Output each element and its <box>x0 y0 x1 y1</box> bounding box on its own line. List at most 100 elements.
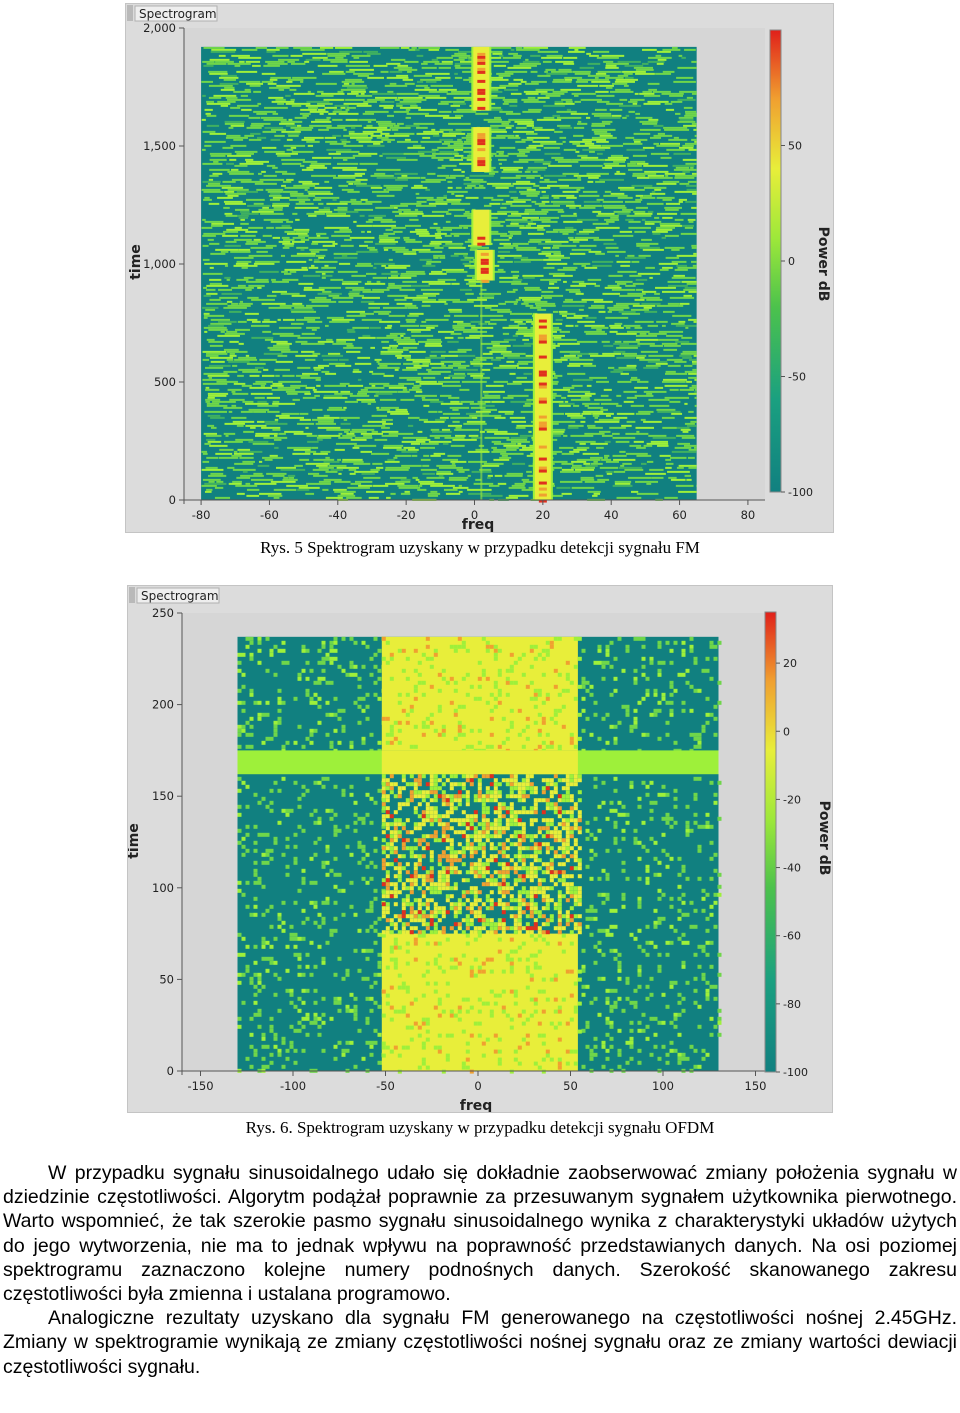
noise-cell <box>417 488 427 491</box>
noise-cell <box>491 440 501 443</box>
noise-cell <box>293 944 298 949</box>
noise-cell <box>585 680 590 685</box>
band-cell <box>461 953 466 958</box>
band-cell <box>425 1017 430 1022</box>
noise-cell <box>599 116 621 119</box>
noise-cell <box>436 464 456 467</box>
noise-cell <box>416 200 427 203</box>
burst-cell <box>429 790 434 795</box>
noise-cell <box>451 462 456 465</box>
noise-cell <box>678 304 684 307</box>
noise-cell <box>297 672 302 677</box>
noise-cell <box>204 442 211 445</box>
band-cell <box>493 1001 498 1006</box>
noise-cell <box>422 362 430 365</box>
noise-cell <box>279 334 301 337</box>
noise-cell <box>636 244 650 247</box>
noise-cell <box>448 130 462 133</box>
band-cell <box>453 736 458 741</box>
noise-cell <box>325 456 330 459</box>
noise-cell <box>400 46 410 49</box>
noise-cell <box>341 888 346 893</box>
noise-cell <box>240 180 264 183</box>
noise-cell <box>609 330 618 333</box>
noise-cell <box>259 178 285 181</box>
noise-cell <box>630 404 644 407</box>
noise-cell <box>293 448 311 451</box>
noise-cell <box>246 240 266 243</box>
band-cell <box>381 989 386 994</box>
noise-cell <box>628 100 638 103</box>
noise-cell <box>246 82 264 85</box>
noise-cell <box>353 1012 358 1017</box>
noise-cell <box>617 848 622 853</box>
noise-cell <box>385 228 393 231</box>
noise-cell <box>589 1048 594 1053</box>
noise-cell <box>649 276 653 279</box>
noise-cell <box>517 328 540 331</box>
noise-cell <box>452 376 465 379</box>
noise-cell <box>329 740 334 745</box>
noise-cell <box>256 112 268 115</box>
noise-cell <box>454 72 458 75</box>
noise-cell <box>305 58 321 61</box>
noise-cell <box>573 404 580 407</box>
noise-cell <box>225 214 238 217</box>
noise-cell <box>488 484 500 487</box>
noise-cell <box>393 230 403 233</box>
noise-cell <box>467 298 487 301</box>
noise-cell <box>593 776 598 781</box>
noise-cell <box>345 1004 350 1009</box>
noise-cell <box>530 218 551 221</box>
noise-cell <box>287 232 308 235</box>
noise-cell <box>570 398 591 401</box>
noise-cell <box>295 202 314 205</box>
noise-cell <box>464 210 470 213</box>
noise-cell <box>509 104 518 107</box>
noise-cell <box>209 72 228 75</box>
band-cell <box>397 1053 402 1058</box>
noise-cell <box>307 90 311 93</box>
burst-cell <box>477 798 482 803</box>
noise-cell <box>609 1004 614 1009</box>
band-cell <box>553 720 558 725</box>
noise-cell <box>655 72 672 75</box>
band-cell <box>405 720 410 725</box>
noise-cell <box>435 200 461 203</box>
noise-cell <box>589 684 594 689</box>
noise-cell <box>673 274 685 277</box>
noise-cell <box>657 444 669 447</box>
noise-cell <box>253 700 258 705</box>
noise-cell <box>570 112 589 115</box>
noise-cell <box>203 190 224 193</box>
band-cell <box>473 937 478 942</box>
noise-cell <box>241 728 246 733</box>
burst-cell <box>561 778 566 783</box>
noise-cell <box>330 278 344 281</box>
band-cell <box>545 997 550 1002</box>
noise-cell <box>508 236 512 239</box>
noise-cell <box>609 724 614 729</box>
noise-cell <box>642 62 649 65</box>
noise-cell <box>665 812 670 817</box>
noise-cell <box>584 404 589 407</box>
band-cell <box>493 993 498 998</box>
noise-cell <box>518 360 535 363</box>
noise-cell <box>441 268 465 271</box>
noise-cell <box>208 178 214 181</box>
band-cell <box>573 696 578 701</box>
noise-cell <box>565 324 574 327</box>
noise-cell <box>369 382 390 385</box>
noise-cell <box>334 46 353 49</box>
noise-cell <box>609 948 614 953</box>
noise-cell <box>302 52 327 55</box>
noise-cell <box>575 80 589 83</box>
noise-cell <box>362 424 386 427</box>
noise-cell <box>371 430 378 433</box>
noise-cell <box>572 280 585 283</box>
noise-cell <box>401 450 418 453</box>
band-cell <box>497 672 502 677</box>
burst-cell <box>461 782 466 787</box>
noise-cell <box>360 198 368 201</box>
noise-cell <box>378 124 394 127</box>
